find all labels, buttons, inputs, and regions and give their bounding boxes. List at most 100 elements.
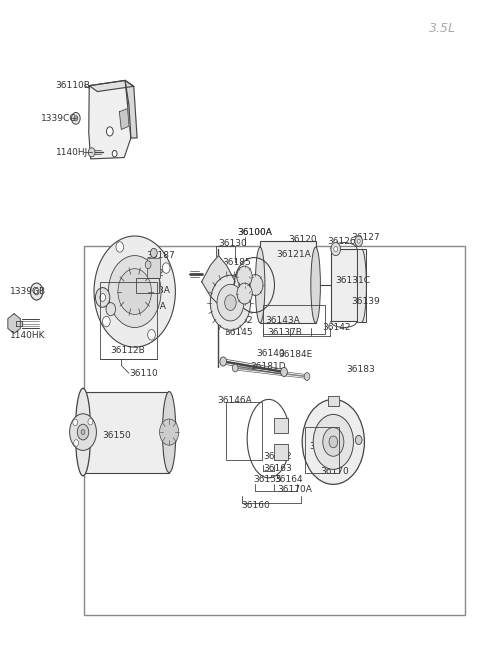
Bar: [136, 278, 158, 293]
Circle shape: [151, 248, 157, 257]
Text: 36110: 36110: [129, 369, 158, 378]
Circle shape: [217, 284, 244, 321]
Text: 3.5L: 3.5L: [429, 22, 456, 35]
Circle shape: [313, 415, 353, 470]
Circle shape: [148, 329, 156, 340]
Circle shape: [237, 266, 252, 287]
Circle shape: [145, 261, 151, 269]
Circle shape: [281, 367, 288, 377]
Circle shape: [210, 275, 251, 330]
Polygon shape: [89, 81, 131, 159]
Circle shape: [34, 288, 39, 295]
Polygon shape: [16, 321, 22, 326]
Text: 36162: 36162: [263, 453, 291, 461]
Bar: [357, 249, 366, 322]
Bar: [274, 418, 288, 434]
Circle shape: [77, 424, 89, 440]
Polygon shape: [120, 109, 129, 130]
Circle shape: [118, 269, 152, 314]
Circle shape: [232, 364, 238, 372]
Bar: [305, 427, 339, 473]
Circle shape: [162, 263, 170, 273]
Circle shape: [248, 274, 263, 295]
Circle shape: [106, 303, 116, 316]
Text: 1140HK: 1140HK: [10, 331, 46, 340]
Polygon shape: [8, 314, 20, 333]
Bar: [147, 257, 160, 278]
Circle shape: [88, 148, 95, 157]
Bar: [84, 246, 465, 615]
Text: 36131B: 36131B: [210, 274, 245, 283]
Text: 36130: 36130: [218, 239, 247, 248]
Text: 36100A: 36100A: [238, 228, 273, 237]
Circle shape: [331, 242, 340, 255]
Text: 36102: 36102: [136, 269, 164, 278]
Text: 36163: 36163: [263, 464, 292, 472]
Circle shape: [94, 236, 175, 347]
Bar: [263, 305, 325, 334]
Bar: [274, 444, 288, 460]
Text: 36146A: 36146A: [217, 396, 252, 405]
Text: 36140: 36140: [257, 349, 286, 358]
Circle shape: [108, 255, 161, 328]
Text: 36127: 36127: [351, 233, 380, 242]
Circle shape: [73, 419, 78, 426]
Circle shape: [70, 414, 96, 451]
Circle shape: [112, 151, 117, 157]
Circle shape: [81, 430, 85, 435]
Text: 36131C: 36131C: [336, 276, 371, 285]
Ellipse shape: [255, 247, 265, 323]
Ellipse shape: [162, 392, 176, 473]
Polygon shape: [89, 81, 134, 92]
Text: 36145: 36145: [225, 328, 253, 337]
Bar: [100, 282, 157, 359]
Text: 36138A: 36138A: [136, 286, 170, 295]
Circle shape: [304, 373, 310, 381]
Text: 36112B: 36112B: [110, 346, 144, 355]
Circle shape: [88, 419, 93, 425]
Text: 36164: 36164: [275, 475, 303, 483]
Circle shape: [96, 288, 110, 307]
Text: 36102: 36102: [225, 316, 253, 326]
Text: 1339GB: 1339GB: [10, 287, 47, 296]
Polygon shape: [202, 255, 235, 305]
Circle shape: [116, 242, 123, 252]
Text: 36120: 36120: [288, 234, 316, 244]
Text: 36182: 36182: [310, 442, 338, 451]
Circle shape: [30, 283, 43, 300]
Text: 36184E: 36184E: [278, 350, 312, 360]
Circle shape: [355, 436, 362, 445]
Text: 36160: 36160: [241, 501, 270, 510]
Text: 36187: 36187: [147, 251, 175, 260]
Text: 36142: 36142: [323, 323, 351, 332]
Text: 36137B: 36137B: [268, 328, 302, 337]
Circle shape: [74, 116, 78, 121]
Circle shape: [74, 440, 79, 446]
Bar: [260, 240, 316, 323]
Polygon shape: [125, 81, 137, 138]
Circle shape: [357, 239, 360, 243]
Bar: [331, 249, 357, 321]
Circle shape: [107, 127, 113, 136]
Ellipse shape: [311, 247, 321, 323]
Bar: [327, 396, 339, 406]
Text: 36170: 36170: [321, 467, 349, 476]
Circle shape: [159, 419, 179, 445]
Bar: [83, 392, 169, 473]
Text: 36181D: 36181D: [251, 362, 286, 371]
Circle shape: [323, 428, 344, 457]
Text: 36110B: 36110B: [56, 81, 91, 90]
Circle shape: [225, 295, 236, 310]
Circle shape: [237, 283, 252, 304]
Circle shape: [334, 246, 337, 252]
Text: 36100A: 36100A: [238, 228, 273, 237]
Text: 36185: 36185: [222, 257, 251, 267]
Circle shape: [72, 113, 80, 124]
Text: 36143A: 36143A: [265, 316, 300, 326]
Text: 1339CC: 1339CC: [41, 114, 77, 123]
Text: 36137A: 36137A: [131, 302, 166, 311]
Circle shape: [103, 316, 110, 327]
Circle shape: [329, 436, 337, 448]
Text: 36121A: 36121A: [276, 250, 311, 259]
Ellipse shape: [75, 388, 91, 476]
